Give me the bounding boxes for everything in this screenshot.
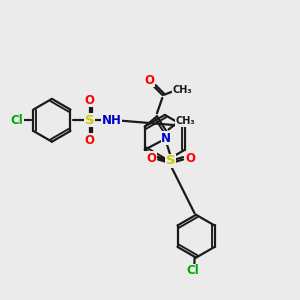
Text: O: O — [185, 152, 195, 165]
Text: Cl: Cl — [11, 114, 23, 127]
Text: O: O — [146, 152, 156, 165]
Text: S: S — [166, 154, 175, 167]
Text: O: O — [144, 74, 154, 86]
Text: O: O — [85, 94, 95, 107]
Text: N: N — [161, 132, 171, 145]
Text: CH₃: CH₃ — [173, 85, 192, 95]
Text: CH₃: CH₃ — [176, 116, 195, 127]
Text: O: O — [85, 134, 95, 147]
Text: NH: NH — [101, 114, 121, 127]
Text: Cl: Cl — [187, 265, 200, 278]
Text: S: S — [85, 114, 94, 127]
